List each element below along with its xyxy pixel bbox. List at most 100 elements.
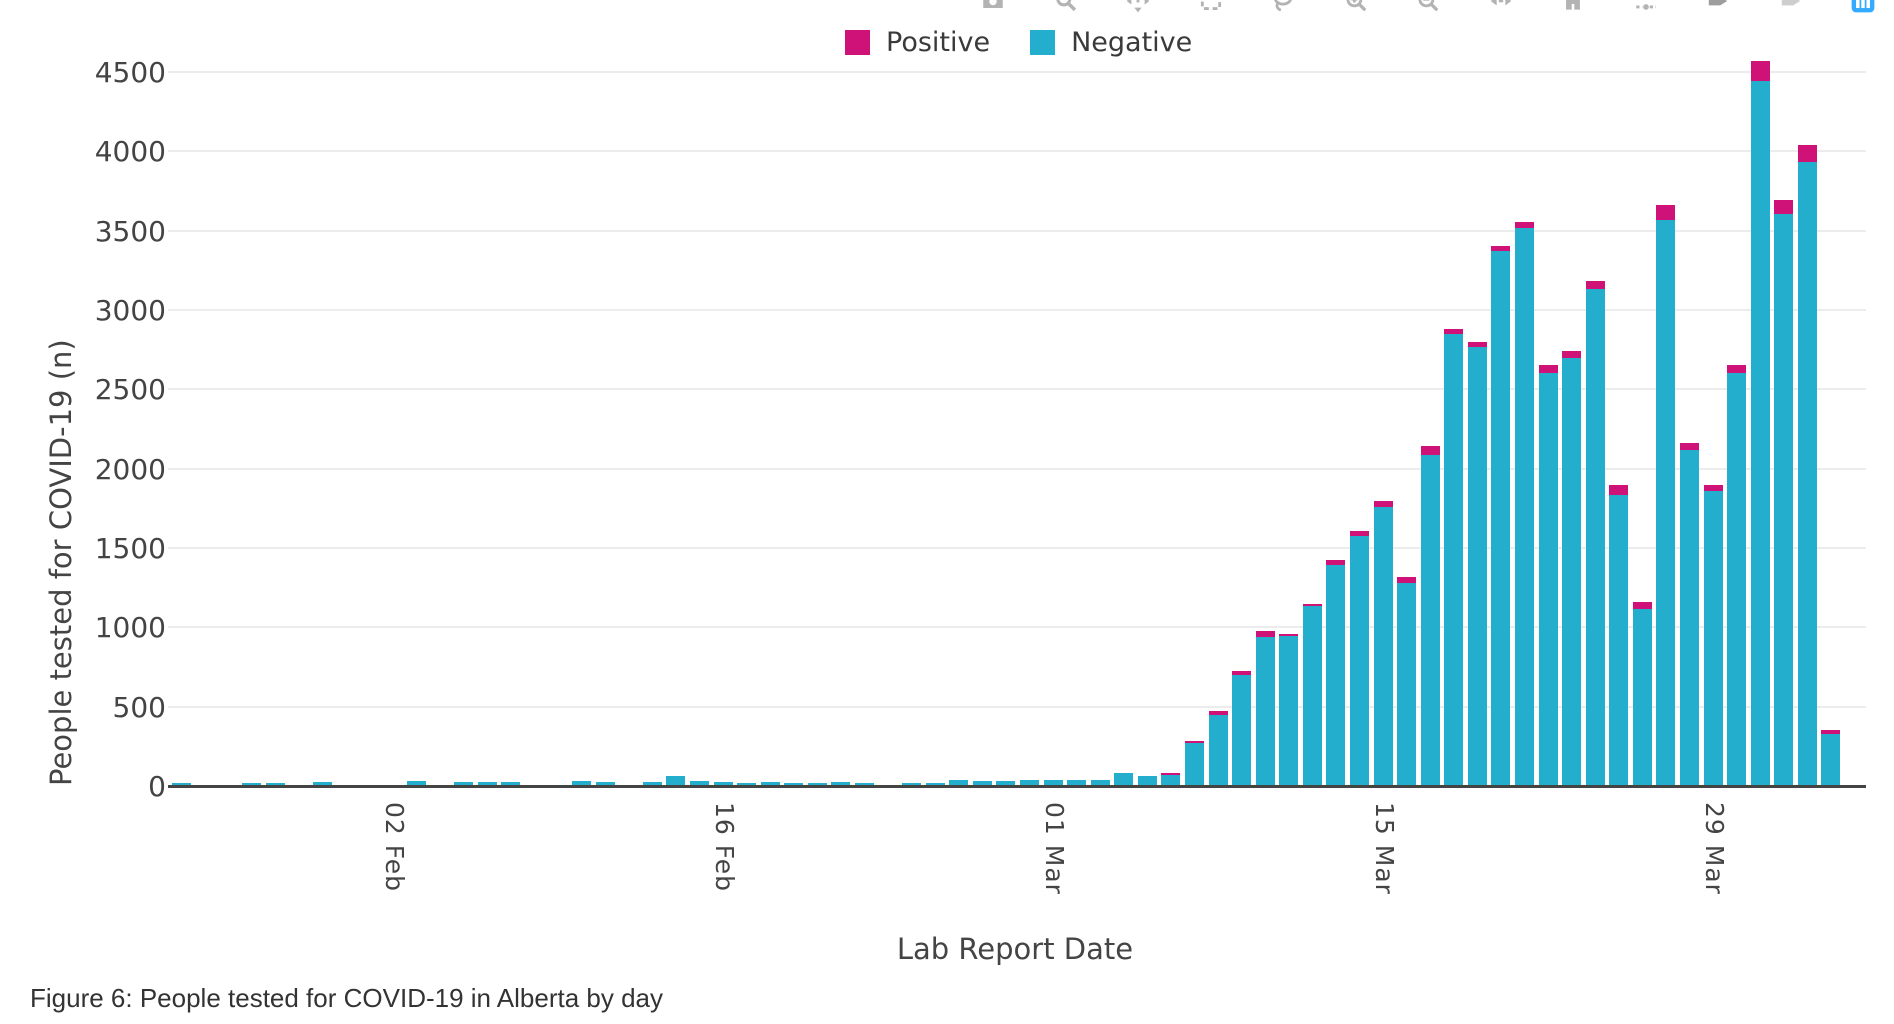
bar-negative-19-Feb[interactable] [784, 782, 804, 786]
autoscale-icon[interactable] [1488, 0, 1514, 14]
bar-positive-03-Apr[interactable] [1821, 729, 1841, 734]
bar-negative-05-Mar[interactable] [1137, 776, 1157, 786]
bar-positive-21-Mar[interactable] [1515, 221, 1535, 229]
bar-positive-23-Mar[interactable] [1562, 351, 1582, 359]
bar-negative-15-Feb[interactable] [690, 781, 710, 786]
bar-negative-09-Mar[interactable] [1232, 675, 1252, 786]
bar-negative-28-Jan[interactable] [265, 782, 285, 786]
bar-positive-07-Mar[interactable] [1185, 740, 1205, 744]
bar-positive-19-Mar[interactable] [1467, 342, 1487, 348]
bar-negative-18-Feb[interactable] [760, 782, 780, 786]
bar-negative-05-Feb[interactable] [454, 782, 474, 786]
bar-negative-30-Jan[interactable] [312, 782, 332, 786]
bar-positive-11-Mar[interactable] [1279, 633, 1299, 637]
bar-negative-16-Mar[interactable] [1397, 582, 1417, 786]
bar-negative-17-Feb[interactable] [737, 782, 757, 786]
bar-negative-24-Feb[interactable] [902, 782, 922, 786]
bar-positive-22-Mar[interactable] [1538, 365, 1558, 373]
bar-positive-30-Mar[interactable] [1727, 364, 1747, 373]
bar-negative-22-Feb[interactable] [855, 782, 875, 786]
bar-negative-07-Feb[interactable] [501, 782, 521, 786]
box-select-icon[interactable] [1198, 0, 1224, 14]
bar-negative-21-Mar[interactable] [1515, 228, 1535, 786]
bar-negative-25-Mar[interactable] [1609, 495, 1629, 786]
bar-positive-09-Mar[interactable] [1232, 670, 1252, 676]
bar-positive-26-Mar[interactable] [1632, 601, 1652, 610]
bar-positive-24-Mar[interactable] [1585, 281, 1605, 290]
bar-positive-10-Mar[interactable] [1255, 631, 1275, 638]
bar-positive-29-Mar[interactable] [1703, 485, 1723, 491]
bar-positive-06-Mar[interactable] [1161, 773, 1181, 776]
bar-negative-28-Feb[interactable] [996, 781, 1016, 786]
bar-negative-27-Mar[interactable] [1656, 219, 1676, 786]
bar-negative-12-Mar[interactable] [1302, 605, 1322, 786]
bar-negative-25-Feb[interactable] [925, 782, 945, 786]
bar-negative-13-Mar[interactable] [1326, 564, 1346, 786]
bar-negative-13-Feb[interactable] [642, 782, 662, 786]
bar-positive-02-Apr[interactable] [1797, 144, 1817, 162]
bar-negative-10-Mar[interactable] [1255, 637, 1275, 786]
bar-negative-07-Mar[interactable] [1185, 743, 1205, 786]
camera-icon[interactable] [980, 0, 1006, 14]
bar-negative-24-Jan[interactable] [171, 782, 191, 786]
bar-positive-28-Mar[interactable] [1680, 443, 1700, 451]
bar-positive-08-Mar[interactable] [1208, 711, 1228, 715]
bar-negative-03-Feb[interactable] [407, 781, 427, 786]
toggle-spikelines-icon[interactable] [1633, 0, 1659, 14]
reset-axes-icon[interactable] [1560, 0, 1586, 14]
bar-negative-11-Feb[interactable] [595, 782, 615, 786]
bar-positive-15-Mar[interactable] [1373, 501, 1393, 508]
bar-positive-27-Mar[interactable] [1656, 205, 1676, 220]
bar-negative-18-Mar[interactable] [1444, 333, 1464, 786]
plotly-logo-icon[interactable] [1850, 0, 1876, 14]
bar-negative-02-Apr[interactable] [1797, 161, 1817, 786]
bar-negative-29-Mar[interactable] [1703, 490, 1723, 786]
bar-negative-29-Feb[interactable] [1020, 779, 1040, 786]
hover-compare-icon[interactable] [1778, 0, 1804, 14]
bar-positive-16-Mar[interactable] [1397, 576, 1417, 583]
bar-negative-22-Mar[interactable] [1538, 372, 1558, 786]
legend-item-negative[interactable]: Negative [1030, 27, 1192, 58]
bar-negative-19-Mar[interactable] [1467, 347, 1487, 786]
bar-positive-31-Mar[interactable] [1750, 60, 1770, 82]
bar-positive-20-Mar[interactable] [1491, 245, 1511, 251]
bar-negative-01-Mar[interactable] [1043, 780, 1063, 786]
bar-negative-17-Mar[interactable] [1420, 455, 1440, 786]
bar-negative-14-Mar[interactable] [1350, 536, 1370, 786]
pan-icon[interactable] [1125, 0, 1151, 14]
bar-negative-27-Jan[interactable] [242, 782, 262, 786]
bar-positive-18-Mar[interactable] [1444, 329, 1464, 334]
bar-negative-20-Feb[interactable] [807, 782, 827, 786]
hover-closest-icon[interactable] [1705, 0, 1731, 14]
bar-negative-03-Apr[interactable] [1821, 733, 1841, 786]
bar-negative-23-Mar[interactable] [1562, 358, 1582, 786]
bar-negative-03-Mar[interactable] [1090, 779, 1110, 786]
bar-positive-14-Mar[interactable] [1350, 531, 1370, 537]
bar-negative-06-Feb[interactable] [477, 782, 497, 786]
bar-positive-17-Mar[interactable] [1420, 446, 1440, 456]
bar-negative-31-Mar[interactable] [1750, 81, 1770, 786]
bar-negative-10-Feb[interactable] [572, 781, 592, 786]
legend-item-positive[interactable]: Positive [845, 27, 990, 58]
bar-negative-21-Feb[interactable] [831, 782, 851, 786]
bar-negative-20-Mar[interactable] [1491, 250, 1511, 786]
bar-negative-26-Mar[interactable] [1632, 609, 1652, 786]
bar-negative-02-Mar[interactable] [1067, 780, 1087, 786]
bar-negative-15-Mar[interactable] [1373, 507, 1393, 786]
zoom-icon[interactable] [1053, 0, 1079, 14]
bar-negative-27-Feb[interactable] [972, 781, 992, 786]
bar-negative-24-Mar[interactable] [1585, 289, 1605, 786]
bar-negative-08-Mar[interactable] [1208, 714, 1228, 786]
lasso-icon[interactable] [1270, 0, 1296, 14]
zoom-in-icon[interactable] [1343, 0, 1369, 14]
bar-positive-13-Mar[interactable] [1326, 559, 1346, 565]
bar-negative-11-Mar[interactable] [1279, 636, 1299, 786]
bar-negative-06-Mar[interactable] [1161, 775, 1181, 786]
bar-negative-14-Feb[interactable] [666, 775, 686, 786]
bar-negative-28-Mar[interactable] [1680, 450, 1700, 786]
bar-positive-01-Apr[interactable] [1774, 199, 1794, 215]
zoom-out-icon[interactable] [1415, 0, 1441, 14]
bar-negative-26-Feb[interactable] [949, 780, 969, 786]
bar-negative-04-Mar[interactable] [1114, 772, 1134, 786]
bar-positive-12-Mar[interactable] [1302, 603, 1322, 606]
